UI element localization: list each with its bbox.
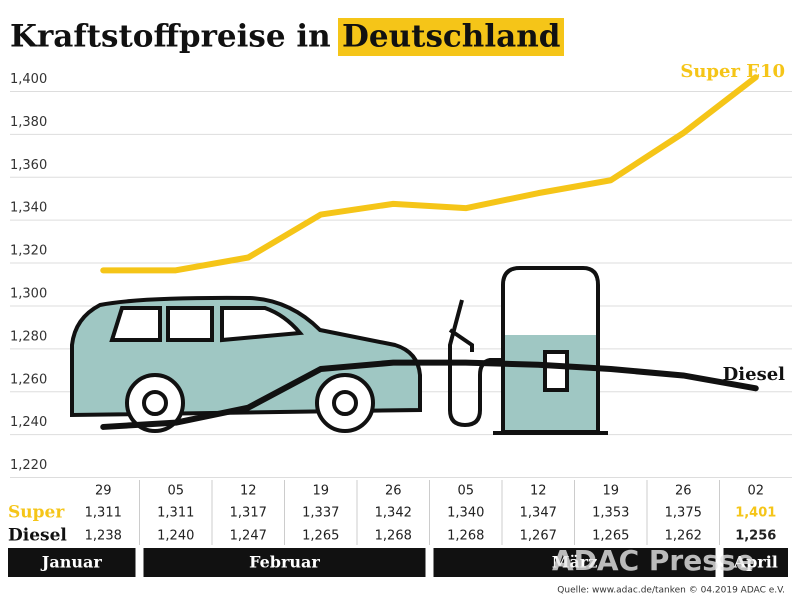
month-bar (723, 548, 788, 577)
y-tick-label: 1,360 (10, 158, 47, 173)
month-label: Januar (40, 553, 103, 572)
series-label: Diesel (723, 364, 785, 385)
pump-window (543, 350, 569, 392)
value-label: 1,340 (447, 506, 484, 521)
value-label: 1,342 (375, 506, 412, 521)
value-label: 1,401 (735, 506, 776, 521)
value-label: 1,256 (735, 529, 776, 544)
series-line (100, 74, 759, 274)
value-label: 1,347 (520, 506, 557, 521)
value-label: 1,267 (520, 529, 557, 544)
x-tick-label: 12 (530, 484, 547, 499)
value-label: 1,353 (592, 506, 629, 521)
chart-title-highlight: Deutschland (342, 19, 560, 55)
y-tick-label: 1,220 (10, 458, 47, 473)
y-tick-label: 1,320 (10, 244, 47, 259)
month-label: Februar (249, 553, 320, 572)
value-label: 1,268 (447, 529, 484, 544)
x-tick-label: 26 (675, 484, 692, 499)
y-tick-label: 1,400 (10, 72, 47, 87)
hub (142, 390, 168, 416)
y-tick-label: 1,300 (10, 286, 47, 301)
value-label: 1,337 (302, 506, 339, 521)
watermark: ADAC Presse (552, 544, 755, 577)
value-label: 1,311 (157, 506, 194, 521)
value-label: 1,268 (375, 529, 412, 544)
value-label: 1,317 (230, 506, 267, 521)
month-label: April (733, 553, 778, 572)
value-label: 1,375 (665, 506, 702, 521)
chart-title: Kraftstoffpreise in (10, 19, 331, 55)
value-label: 1,240 (157, 529, 194, 544)
x-tick-label: 29 (95, 484, 112, 499)
source: Quelle: www.adac.de/tanken © 04.2019 ADA… (557, 586, 785, 596)
series-line (100, 359, 759, 430)
month-label: März (552, 553, 598, 572)
y-tick-label: 1,340 (10, 201, 47, 216)
title-highlight-bg (338, 18, 564, 56)
value-label: 1,265 (302, 529, 339, 544)
hub (332, 390, 358, 416)
y-tick-label: 1,260 (10, 372, 47, 387)
pump-top (505, 270, 596, 335)
value-label: 1,311 (85, 506, 122, 521)
month-bar (433, 548, 716, 577)
series-label: Super E10 (680, 61, 785, 82)
row-label: Diesel (8, 526, 67, 546)
x-tick-label: 05 (167, 484, 184, 499)
x-tick-label: 05 (457, 484, 474, 499)
x-tick-label: 19 (602, 484, 619, 499)
grid (10, 90, 792, 479)
value-label: 1,265 (592, 529, 629, 544)
y-tick-label: 1,240 (10, 415, 47, 430)
value-label: 1,238 (85, 529, 122, 544)
x-tick-label: 12 (240, 484, 257, 499)
x-tick-label: 19 (312, 484, 329, 499)
value-label: 1,262 (665, 529, 702, 544)
illustration (70, 266, 608, 435)
month-bar (143, 548, 426, 577)
x-tick-label: 26 (385, 484, 402, 499)
car-windows (109, 306, 304, 343)
value-label: 1,247 (230, 529, 267, 544)
data-table: 29 05 12 19 26 05 12 19 26 02 Super 1,311 1,311 1,317… (8, 480, 788, 577)
y-tick-label: 1,280 (10, 329, 47, 344)
x-tick-label: 02 (747, 484, 764, 499)
row-label: Super (8, 503, 65, 523)
y-tick-label: 1,380 (10, 115, 47, 130)
month-bar (8, 548, 136, 577)
